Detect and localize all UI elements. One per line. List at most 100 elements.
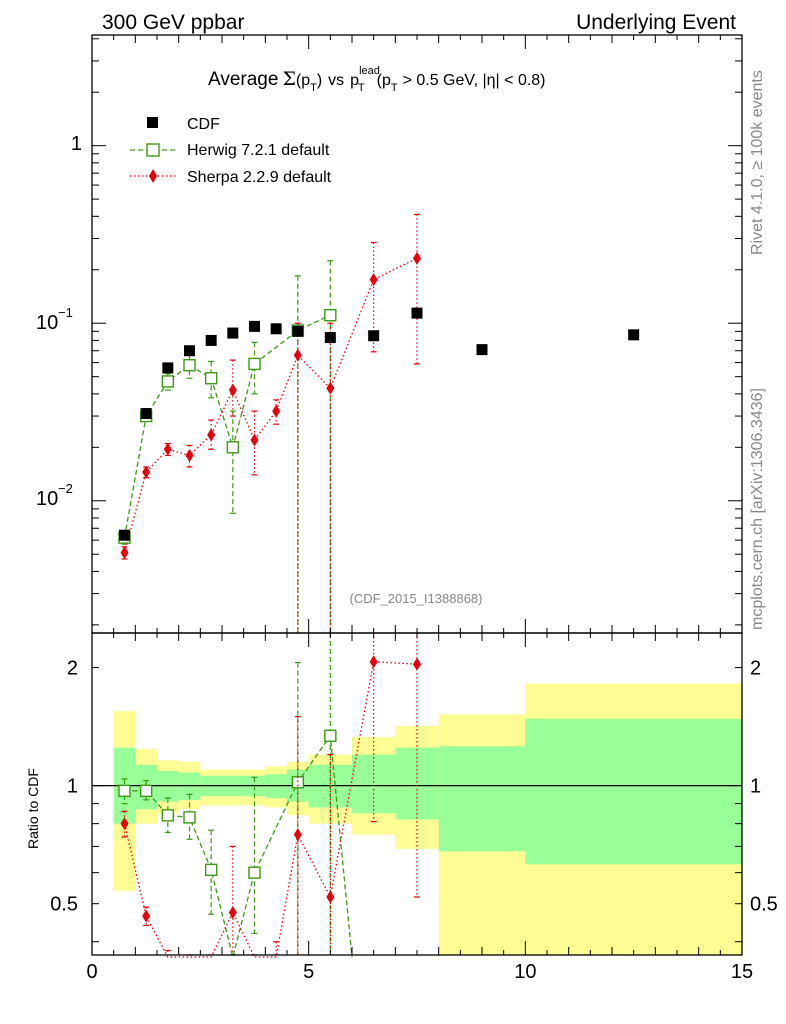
data-point	[476, 344, 488, 356]
ratio-y-tick-label-left: 1	[67, 776, 78, 798]
legend-label-herwig: Herwig 7.2.1 default	[187, 142, 330, 159]
series-line	[123, 257, 418, 553]
title-cut-open: (p	[377, 72, 391, 89]
x-tick-labels: 0 5 10 15	[86, 961, 753, 983]
ratio-series-layer	[118, 633, 421, 958]
data-point	[324, 332, 336, 344]
data-point	[118, 784, 131, 798]
legend-label-sherpa: Sherpa 2.2.9 default	[187, 169, 332, 186]
series-herwig	[118, 633, 353, 958]
series-line	[123, 314, 331, 538]
band-green	[438, 746, 526, 852]
series-sherpa	[120, 633, 421, 958]
data-point	[226, 441, 240, 454]
legend-marker-sherpa	[149, 169, 157, 183]
ratio-y-tick-label-left: 2	[67, 658, 78, 680]
x-tick-label: 5	[303, 961, 314, 983]
data-point	[324, 308, 337, 322]
data-point	[228, 905, 237, 919]
header-left: 300 GeV ppbar	[102, 11, 244, 34]
y-tick-label-0.1-base: 10	[36, 312, 58, 334]
data-point	[413, 251, 421, 265]
data-point	[161, 809, 175, 822]
data-point	[204, 372, 218, 385]
main-x-ticks	[91, 35, 743, 633]
chart-title: Average Σ(pT) vs plead T (pT > 0.5 GeV, |η| < …	[208, 65, 546, 94]
ratio-y-ticks: 0.5 0.5 1 1 2 2	[50, 658, 778, 943]
band-green	[525, 718, 742, 865]
legend: CDF Herwig 7.2.1 default Sherpa 2.2.9 de…	[130, 116, 332, 186]
data-point	[293, 828, 302, 842]
data-point	[162, 362, 174, 374]
data-point	[207, 428, 216, 442]
data-point	[270, 323, 282, 335]
data-point	[183, 359, 196, 372]
ratio-y-tick-label-right: 0.5	[750, 894, 778, 916]
data-point	[293, 348, 302, 362]
data-point	[324, 729, 337, 742]
ratio-y-tick-label-right: 1	[750, 776, 761, 798]
y-tick-label-0.1-exp: −1	[58, 305, 73, 320]
data-point	[411, 307, 423, 319]
main-panel: 1 10 −1 10 −2 Average Σ(pT) vs plead T (pT > 0…	[36, 34, 743, 634]
ratio-bands-layer	[92, 683, 742, 955]
data-point	[140, 408, 152, 420]
data-point	[272, 404, 281, 418]
data-point	[205, 334, 217, 346]
ratio-y-tick-label-left: 0.5	[50, 894, 78, 916]
ratio-y-label: Ratio to CDF	[25, 768, 41, 849]
band-green	[352, 754, 396, 814]
legend-marker-herwig	[146, 143, 160, 157]
data-point	[250, 433, 259, 447]
data-point	[139, 784, 153, 798]
title-close: )	[317, 72, 322, 89]
ratio-y-tick-label-right: 2	[750, 658, 761, 680]
legend-marker-cdf	[147, 117, 158, 128]
data-point	[369, 273, 378, 287]
title-pt: p	[350, 72, 359, 89]
y-tick-label-1: 1	[71, 133, 82, 155]
data-point	[163, 442, 172, 456]
y-tick-label-0.01-exp: −2	[58, 481, 73, 496]
data-point	[326, 381, 335, 395]
series-sherpa	[120, 213, 421, 633]
analysis-label: (CDF_2015_I1388868)	[350, 591, 483, 606]
ratio-x-ticks	[91, 633, 743, 955]
title-p: (p	[296, 72, 310, 89]
title-t3: T	[391, 82, 398, 94]
data-point	[185, 448, 194, 462]
data-point	[326, 890, 335, 904]
legend-label-cdf: CDF	[187, 116, 220, 133]
x-tick-label: 10	[514, 961, 536, 983]
data-point	[142, 909, 151, 923]
band-green	[395, 747, 439, 820]
title-t2: T	[358, 82, 365, 94]
side-label-rivet: Rivet 4.1.0, ≥ 100k events	[749, 70, 766, 255]
data-point	[119, 529, 130, 541]
title-lead-sup: lead	[359, 65, 380, 77]
series-line	[124, 733, 353, 958]
header-right: Underlying Event	[576, 11, 736, 34]
data-point	[292, 325, 304, 337]
title-cut-rest: > 0.5 GeV, |η| < 0.8)	[403, 72, 546, 89]
data-point	[228, 383, 237, 397]
data-point	[227, 327, 239, 339]
title-sigma: Σ	[282, 68, 295, 90]
title-lead: Average	[208, 69, 278, 90]
series-herwig	[118, 260, 337, 633]
side-label-mcplots: mcplots.cern.ch [arXiv:1306.3436]	[749, 388, 766, 630]
data-point	[248, 866, 261, 879]
data-point	[368, 330, 380, 342]
y-tick-label-0.01-base: 10	[36, 488, 58, 510]
title-vs: vs	[328, 72, 344, 89]
data-point	[142, 465, 151, 479]
series-cdf	[119, 307, 640, 541]
data-point	[161, 375, 175, 388]
data-point	[628, 329, 640, 341]
x-tick-label: 15	[731, 961, 753, 983]
main-series-layer	[118, 213, 640, 633]
data-point	[413, 657, 421, 671]
data-point	[204, 863, 218, 877]
data-point	[248, 357, 261, 371]
